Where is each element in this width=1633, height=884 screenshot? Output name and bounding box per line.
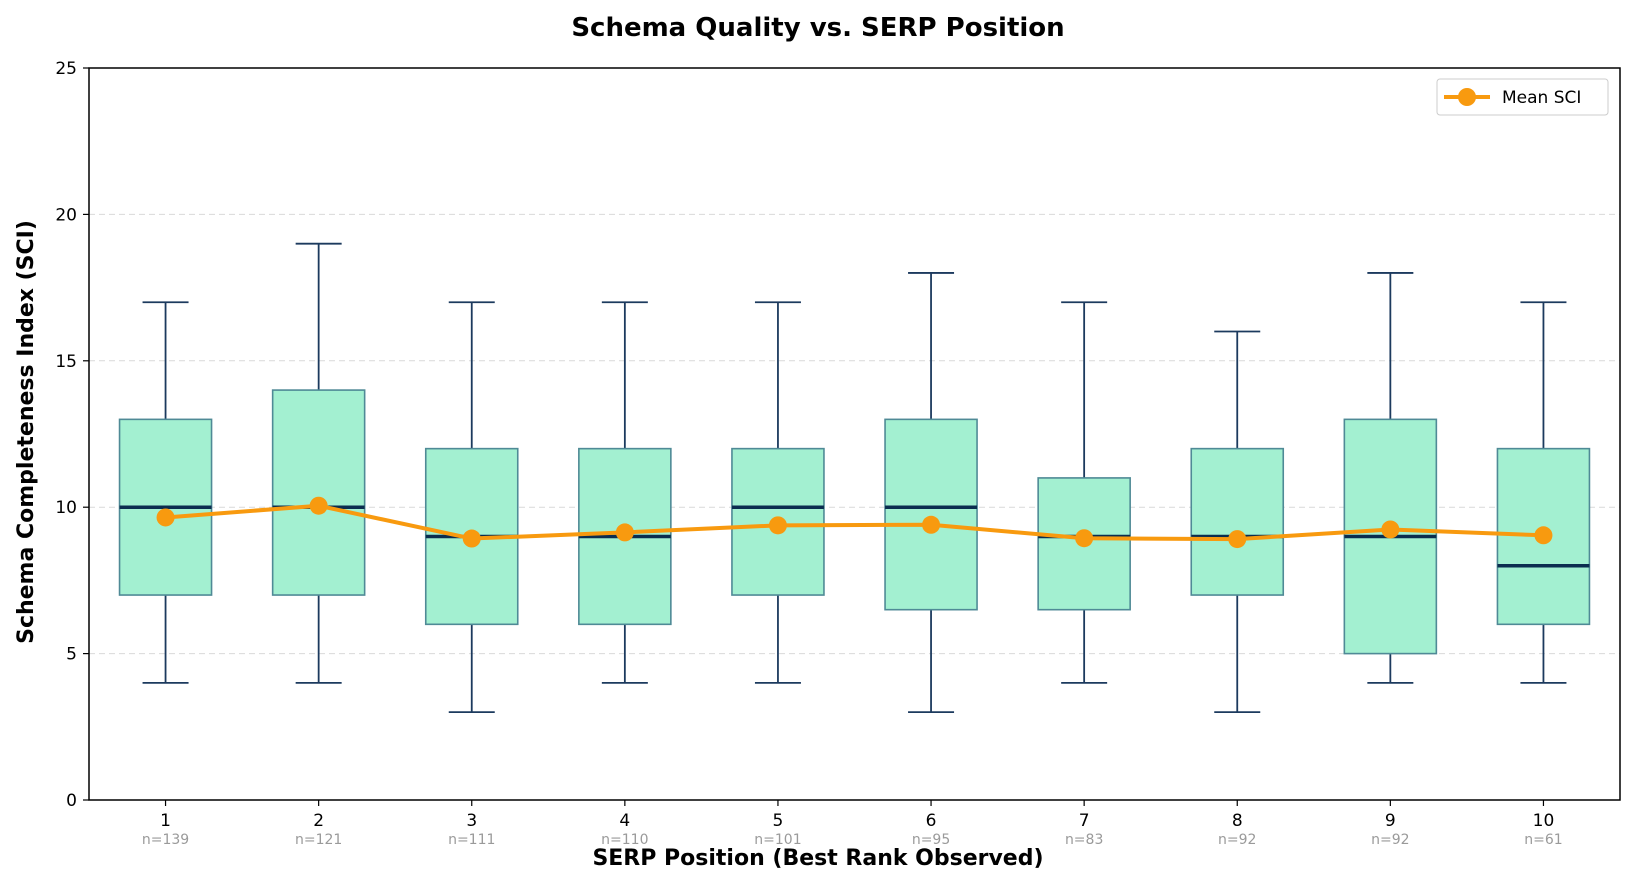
- mean-sci-point: [156, 508, 175, 527]
- y-axis-ticks: 0 5 10 15 20 25: [55, 59, 89, 811]
- mean-sci-point: [1381, 520, 1400, 539]
- sample-count-label: n=110: [601, 832, 648, 848]
- iqr-box: [1190, 447, 1285, 596]
- box-1: [118, 301, 213, 684]
- x-tick-label: 2: [313, 811, 324, 831]
- sample-count-label: n=139: [142, 832, 189, 848]
- x-tick-label: 10: [1533, 811, 1555, 831]
- x-tick-label: 8: [1232, 811, 1243, 831]
- box-4: [578, 301, 672, 684]
- y-axis-label: Schema Completeness Index (SCI): [14, 220, 39, 644]
- mean-sci-point: [768, 516, 787, 535]
- legend-frame: [1436, 78, 1609, 116]
- x-tick-label: 4: [619, 811, 630, 831]
- y-tick-label: 15: [55, 352, 77, 372]
- x-tick-label: 3: [466, 811, 477, 831]
- x-tick-label: 5: [773, 811, 784, 831]
- y-tick-label: 25: [55, 59, 77, 79]
- legend-dot-marker: [1458, 88, 1476, 106]
- chart-title: Schema Quality vs. SERP Position: [571, 13, 1064, 43]
- x-tick-label: 6: [926, 811, 937, 831]
- x-tick-label: 7: [1079, 811, 1090, 831]
- sample-count-label: n=95: [912, 832, 950, 848]
- mean-sci-point: [1228, 530, 1247, 549]
- legend: Mean SCI: [1436, 78, 1609, 116]
- box-5: [731, 301, 825, 684]
- iqr-box: [271, 389, 366, 596]
- x-axis-label: SERP Position (Best Rank Observed): [592, 846, 1043, 871]
- mean-series-layer: [156, 496, 1553, 549]
- sample-count-label: n=61: [1524, 832, 1562, 848]
- mean-sci-point: [615, 523, 634, 542]
- y-tick-label: 20: [55, 205, 77, 225]
- box-6: [884, 272, 978, 714]
- box-7: [1037, 301, 1131, 684]
- sample-count-label: n=92: [1371, 832, 1409, 848]
- mean-sci-point: [462, 529, 481, 548]
- mean-sci-point: [309, 496, 328, 515]
- y-tick-label: 5: [66, 645, 77, 665]
- sample-count-label: n=83: [1065, 832, 1103, 848]
- box-9: [1343, 272, 1438, 684]
- y-tick-label: 0: [66, 791, 77, 811]
- box-10: [1496, 301, 1591, 684]
- mean-sci-point: [1534, 526, 1553, 545]
- y-tick-label: 10: [55, 498, 77, 518]
- mean-sci-point: [922, 515, 941, 534]
- legend-label-mean-sci: Mean SCI: [1502, 88, 1581, 108]
- mean-sci-point: [1075, 529, 1094, 548]
- box-3: [424, 301, 519, 714]
- sample-count-label: n=92: [1218, 832, 1256, 848]
- sample-count-label: n=121: [295, 832, 342, 848]
- iqr-box: [884, 418, 978, 611]
- x-tick-label: 9: [1385, 811, 1396, 831]
- x-tick-label: 1: [160, 811, 171, 831]
- mean-sci-line: [165, 503, 1544, 542]
- sample-count-label: n=111: [448, 832, 495, 848]
- box-layer: [118, 242, 1591, 714]
- box-2: [271, 242, 366, 684]
- plot-frame: [88, 67, 1621, 801]
- sample-count-label: n=101: [754, 832, 801, 848]
- x-axis-ticks: 1n=139 2n=121 3n=111 4n=110 5n=101 6n=95 7n=83…: [142, 800, 1563, 848]
- box-8: [1190, 330, 1285, 714]
